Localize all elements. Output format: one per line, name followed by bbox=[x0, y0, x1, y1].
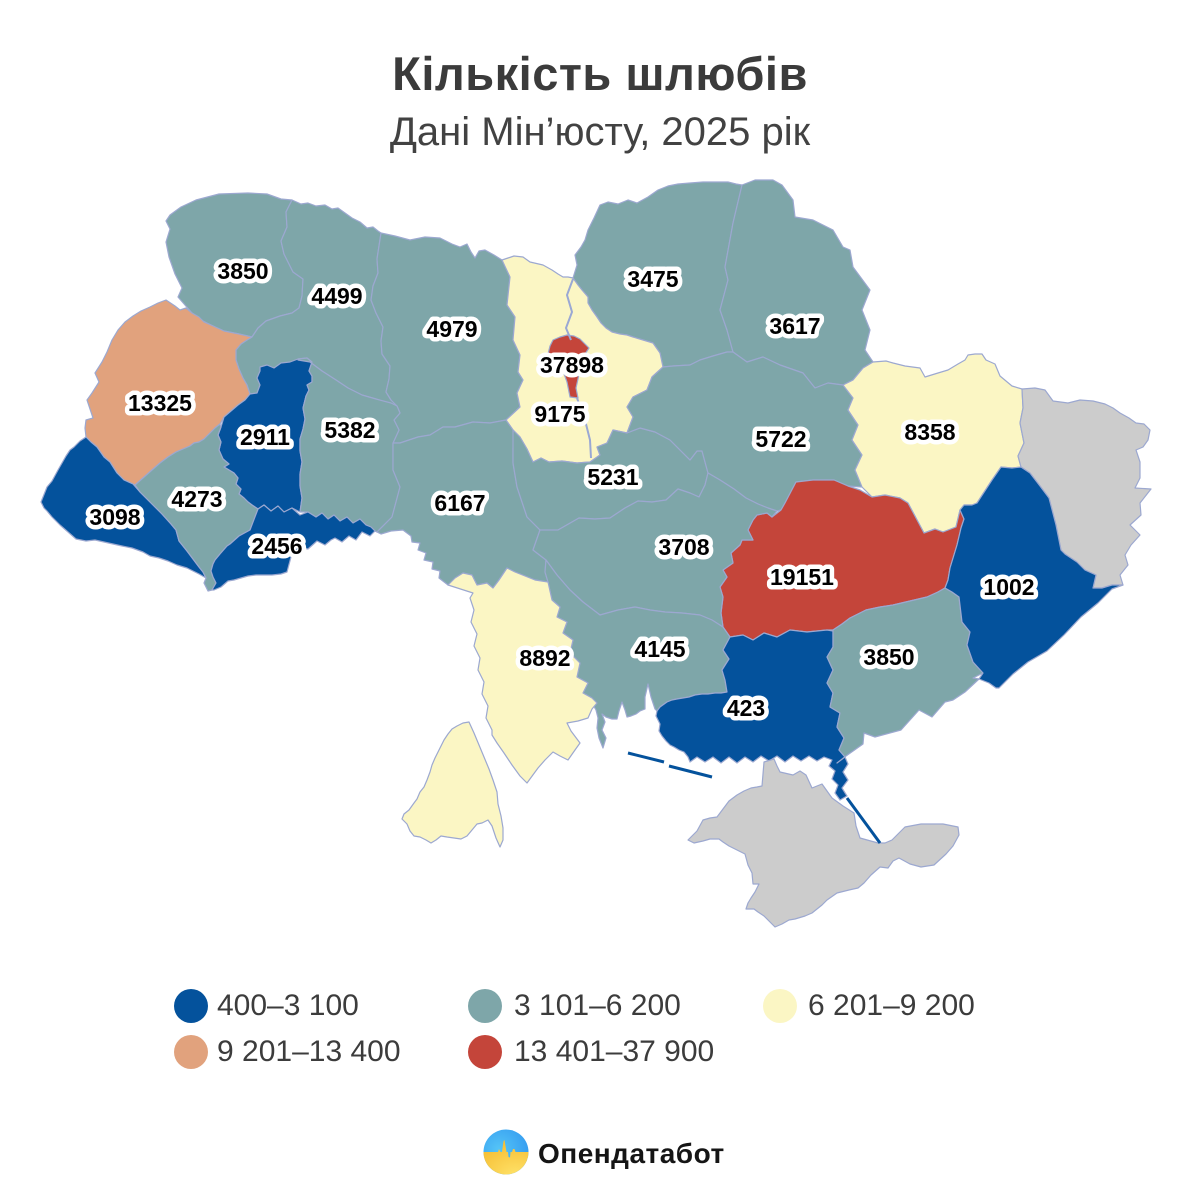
svg-text:2911: 2911 bbox=[240, 424, 290, 450]
svg-text:8892: 8892 bbox=[519, 645, 570, 671]
svg-text:2456: 2456 bbox=[251, 533, 302, 559]
svg-text:6167: 6167 bbox=[434, 490, 485, 516]
svg-text:37898: 37898 bbox=[540, 352, 604, 378]
svg-text:3098: 3098 bbox=[89, 504, 140, 530]
svg-text:5722: 5722 bbox=[755, 426, 806, 452]
svg-text:3617: 3617 bbox=[769, 313, 820, 339]
svg-text:4145: 4145 bbox=[634, 636, 685, 662]
svg-text:5231: 5231 bbox=[587, 464, 638, 490]
svg-text:4273: 4273 bbox=[171, 486, 222, 512]
svg-text:9175: 9175 bbox=[534, 401, 585, 427]
svg-text:3850: 3850 bbox=[217, 258, 268, 284]
svg-text:3850: 3850 bbox=[863, 644, 914, 670]
svg-text:19151: 19151 bbox=[770, 564, 834, 590]
svg-text:4499: 4499 bbox=[311, 283, 362, 309]
svg-text:5382: 5382 bbox=[324, 417, 375, 443]
svg-text:423: 423 bbox=[727, 695, 765, 721]
svg-text:1002: 1002 bbox=[983, 574, 1034, 600]
svg-text:13325: 13325 bbox=[128, 390, 192, 416]
svg-text:3708: 3708 bbox=[658, 534, 709, 560]
svg-text:3475: 3475 bbox=[627, 266, 678, 292]
svg-text:8358: 8358 bbox=[904, 419, 955, 445]
svg-text:4979: 4979 bbox=[426, 316, 477, 342]
